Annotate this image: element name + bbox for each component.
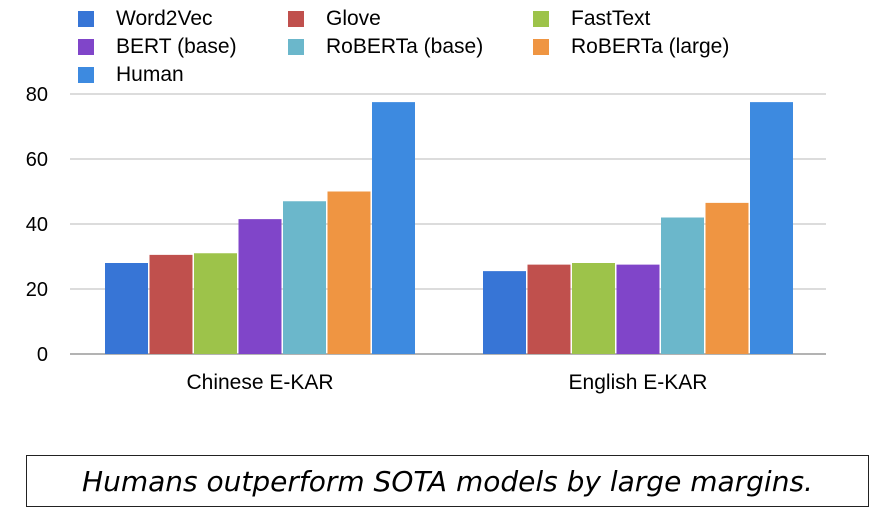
bar xyxy=(238,219,282,354)
y-tick-label: 80 xyxy=(26,84,48,106)
bar xyxy=(327,191,371,354)
y-tick-label: 0 xyxy=(37,344,48,366)
legend: Word2Vec Glove FastText BERT (base) RoBERTa … xyxy=(0,0,883,92)
bar xyxy=(105,263,148,354)
legend-label: BERT (base) xyxy=(116,35,237,58)
bar xyxy=(616,264,660,354)
bar xyxy=(372,102,415,354)
bar xyxy=(283,201,326,354)
legend-item: RoBERTa (large) xyxy=(533,34,729,60)
y-tick-label: 60 xyxy=(26,149,48,171)
legend-label: Word2Vec xyxy=(116,7,213,30)
legend-item: RoBERTa (base) xyxy=(288,34,483,60)
legend-swatch xyxy=(78,39,94,55)
x-category-label: English E-KAR xyxy=(569,371,708,394)
caption-text: Humans outperform SOTA models by large m… xyxy=(82,464,813,498)
bar xyxy=(705,202,749,354)
legend-item: Glove xyxy=(288,6,381,32)
legend-label: RoBERTa (base) xyxy=(326,35,484,58)
y-tick-label: 20 xyxy=(26,279,48,301)
bar xyxy=(572,263,615,354)
bar xyxy=(194,253,237,354)
bars xyxy=(105,102,793,354)
bar xyxy=(527,264,571,354)
legend-item: FastText xyxy=(533,6,650,32)
legend-swatch xyxy=(288,39,304,55)
legend-swatch xyxy=(78,67,94,83)
axes: 0 20 40 60 80 Chinese E-KAR English E-KAR xyxy=(26,84,708,394)
legend-item: Word2Vec xyxy=(78,6,213,32)
bar xyxy=(750,102,793,354)
legend-item: Human xyxy=(78,62,184,88)
caption-box: Humans outperform SOTA models by large m… xyxy=(26,455,869,507)
legend-swatch xyxy=(533,11,549,27)
y-tick-label: 40 xyxy=(26,214,48,236)
x-category-label: Chinese E-KAR xyxy=(186,371,333,394)
bar xyxy=(149,254,193,354)
legend-item: BERT (base) xyxy=(78,34,237,60)
legend-label: RoBERTa (large) xyxy=(571,35,730,58)
legend-swatch xyxy=(533,39,549,55)
bar-chart: 0 20 40 60 80 Chinese E-KAR English E-KAR xyxy=(26,84,826,394)
legend-swatch xyxy=(78,11,94,27)
bar xyxy=(483,271,526,354)
legend-label: Glove xyxy=(326,7,381,30)
legend-label: Human xyxy=(116,63,184,86)
bar xyxy=(661,217,704,354)
legend-swatch xyxy=(288,11,304,27)
legend-label: FastText xyxy=(571,7,651,30)
